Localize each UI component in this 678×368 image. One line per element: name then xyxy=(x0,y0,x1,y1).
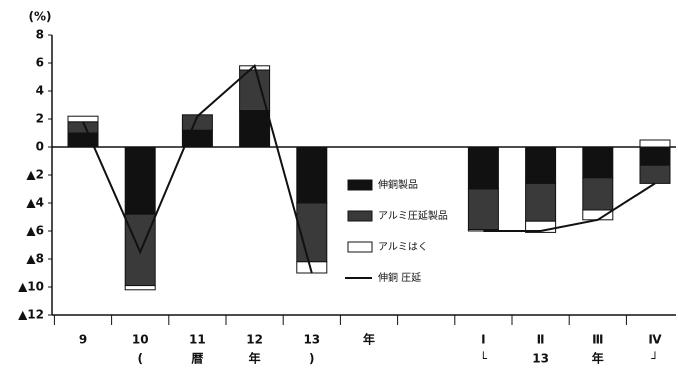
x-tick-label: 年 xyxy=(363,332,375,347)
legend-label: 伸銅 圧延 xyxy=(378,271,421,284)
bar-segment xyxy=(639,164,671,184)
bar-segment xyxy=(467,146,499,190)
bar-segment xyxy=(181,114,213,131)
x-tick-label: Ⅳ xyxy=(648,333,662,347)
y-tick-label: 4 xyxy=(36,84,44,98)
bar-segment xyxy=(582,209,614,221)
x-tick-label: 9 xyxy=(79,333,87,347)
x-tick-label: 10 xyxy=(132,333,149,347)
x-tick-label: 13 xyxy=(303,333,320,347)
bar-segment xyxy=(296,146,328,204)
y-tick-label: ▲4 xyxy=(26,196,44,210)
bar-segment xyxy=(639,139,671,148)
x-sublabel: 年 xyxy=(592,351,604,366)
y-unit: (%) xyxy=(29,10,52,24)
bar-segment xyxy=(67,115,99,123)
x-sublabel: ) xyxy=(309,352,314,366)
y-tick-label: 0 xyxy=(36,140,44,154)
bar-segment xyxy=(124,285,156,291)
y-tick-label: ▲6 xyxy=(26,224,44,238)
bar-segment xyxy=(296,202,328,263)
x-tick-label: 11 xyxy=(189,333,206,347)
bar-segment xyxy=(124,146,156,215)
legend-label: アルミ圧延製品 xyxy=(378,209,448,222)
bar-segment xyxy=(525,182,557,222)
legend-swatch xyxy=(347,210,373,222)
x-tick-label: Ⅱ xyxy=(537,333,545,347)
x-sublabel: ( xyxy=(137,352,142,366)
y-tick-label: 2 xyxy=(36,112,44,126)
y-tick-label: ▲8 xyxy=(26,252,44,266)
x-sublabel: 暦 xyxy=(191,352,203,366)
line-series xyxy=(82,63,656,274)
bar-segment xyxy=(582,146,614,179)
x-tick-label: Ⅰ xyxy=(481,333,485,347)
x-sublabel: 年 xyxy=(249,351,261,366)
legend-swatch xyxy=(347,241,373,253)
bar-segment xyxy=(239,110,271,148)
y-tick-label: 8 xyxy=(36,28,44,42)
bar-segment xyxy=(639,146,671,166)
x-sublabel: 13 xyxy=(532,352,549,366)
y-tick-label: ▲10 xyxy=(18,280,44,294)
bar-segment xyxy=(582,177,614,211)
legend-swatch xyxy=(347,179,373,191)
legend-label: 伸銅製品 xyxy=(378,178,418,191)
legend-label: アルミはく xyxy=(378,241,428,253)
bar-segment xyxy=(525,220,557,233)
x-sublabel: └ xyxy=(480,351,488,366)
y-tick-label: ▲12 xyxy=(18,308,44,322)
x-tick-label: 12 xyxy=(246,333,263,347)
bar-segment xyxy=(467,188,499,231)
bar-segment xyxy=(525,146,557,184)
y-tick-label: 6 xyxy=(36,56,44,70)
x-tick-label: Ⅲ xyxy=(592,333,603,347)
y-tick-label: ▲2 xyxy=(26,168,44,182)
x-sublabel: ┘ xyxy=(650,351,658,366)
